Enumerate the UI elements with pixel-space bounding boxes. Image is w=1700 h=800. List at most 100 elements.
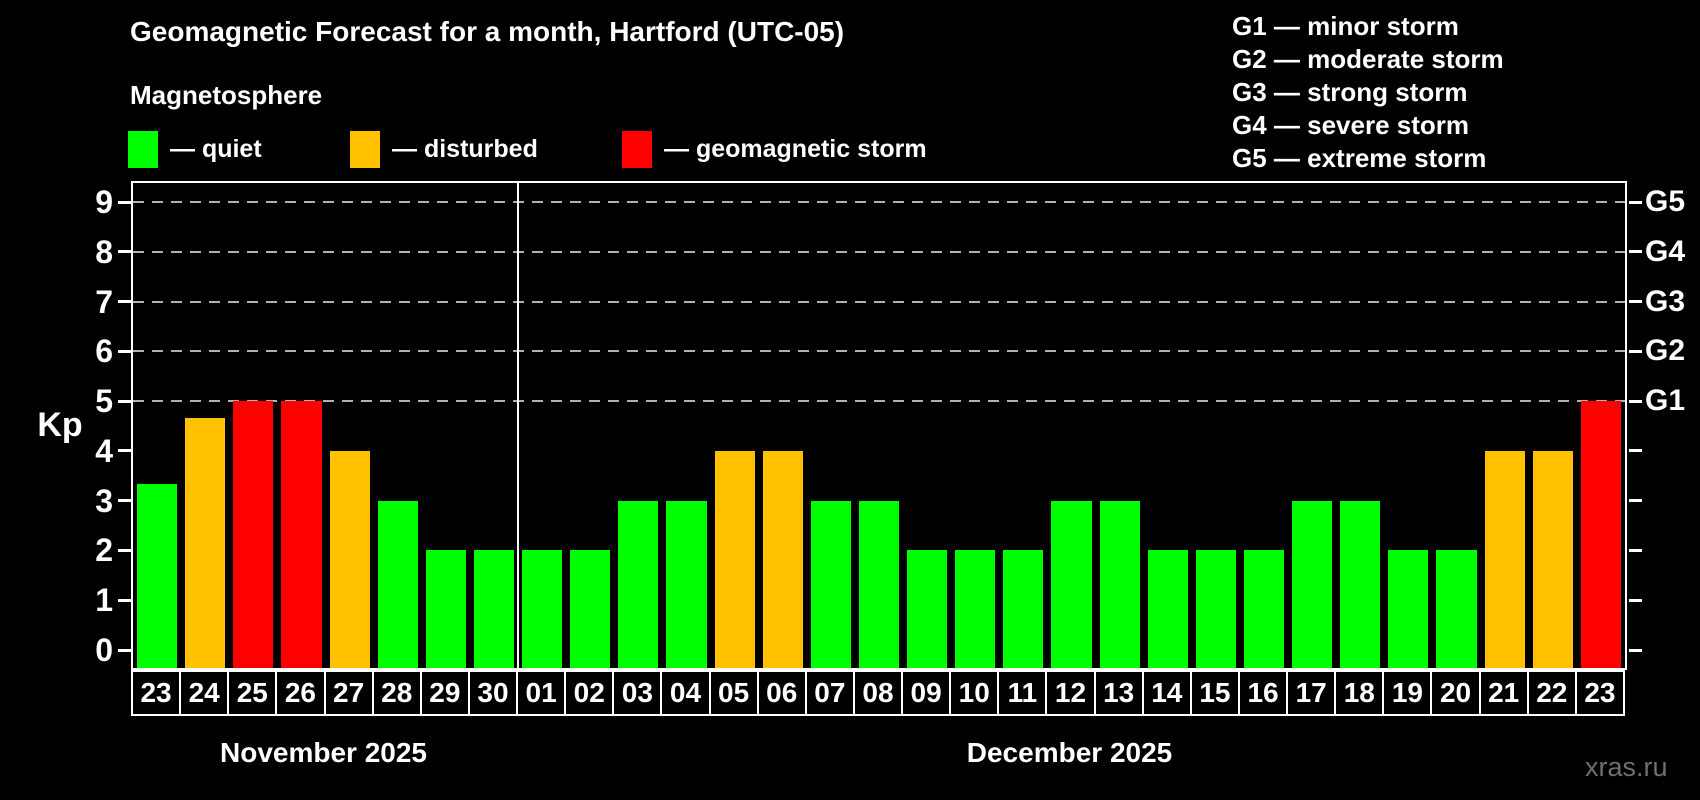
y-axis-tick — [118, 250, 131, 254]
y-axis-label: 6 — [95, 333, 113, 370]
kp-bar — [1099, 500, 1140, 668]
kp-bar — [666, 500, 707, 668]
kp-bar — [137, 484, 178, 668]
month-label-november: November 2025 — [220, 737, 428, 768]
kp-bar — [1532, 450, 1573, 668]
month-separator — [517, 183, 520, 668]
y-axis-tick — [118, 449, 131, 453]
day-box: 21 — [1478, 670, 1529, 716]
g-scale-line-g2: G2 — moderate storm — [1232, 44, 1504, 74]
day-box: 18 — [1334, 670, 1385, 716]
g-axis-tick — [1629, 349, 1642, 353]
legend-item-disturbed: — disturbed — [350, 131, 538, 168]
g-axis-label-g5: G5 — [1645, 185, 1686, 218]
day-axis: 23 24 25 26 27 28 29 30 01 02 03 04 05 06 07 08 09 10 11 12… — [131, 670, 1631, 716]
g-scale-line-g4: G4 — severe storm — [1232, 110, 1470, 140]
y-axis-tick — [118, 499, 131, 503]
y-axis-tick — [118, 598, 131, 602]
day-box: 01 — [516, 670, 567, 716]
kp-bar — [522, 550, 563, 668]
kp-bar — [810, 500, 851, 668]
y-axis-tick — [118, 349, 131, 353]
day-box: 07 — [804, 670, 855, 716]
legend-item-label: — geomagnetic storm — [664, 135, 927, 163]
kp-axis-title: Kp — [37, 406, 83, 444]
g-scale-line-g1: G1 — minor storm — [1232, 11, 1459, 41]
day-box: 15 — [1189, 670, 1240, 716]
day-box: 25 — [227, 670, 278, 716]
y-axis-label: 4 — [95, 432, 113, 469]
day-box: 19 — [1382, 670, 1433, 716]
day-box: 04 — [660, 670, 711, 716]
kp-bar — [377, 500, 418, 668]
day-box: 05 — [708, 670, 759, 716]
kp-bar — [281, 401, 322, 668]
kp-bar — [858, 500, 900, 668]
day-box: 12 — [1045, 670, 1096, 716]
day-box: 23 — [1574, 670, 1625, 716]
day-box: 11 — [997, 670, 1048, 716]
y-axis-label: 3 — [95, 482, 113, 519]
kp-bar — [473, 550, 515, 668]
y-axis-tick — [118, 548, 131, 552]
kp-bar — [1051, 500, 1092, 668]
kp-bar — [1580, 401, 1621, 668]
g-scale-line-g5: G5 — extreme storm — [1232, 143, 1487, 173]
day-box: 08 — [852, 670, 904, 716]
kp-bar — [762, 450, 803, 668]
g-scale-line-g3: G3 — strong storm — [1232, 77, 1468, 107]
gridline-kp9 — [133, 201, 1625, 203]
legend-item-label: — disturbed — [392, 135, 538, 163]
kp-bar — [1243, 550, 1285, 668]
g-scale-legend: G1 — minor storm G2 — moderate storm G3 … — [1232, 10, 1504, 175]
y-axis-tick — [118, 200, 131, 204]
kp-bar — [1388, 550, 1429, 668]
kp-bar — [233, 401, 274, 668]
g-axis-label-g3: G3 — [1645, 284, 1686, 318]
day-box: 02 — [564, 670, 615, 716]
kp-bar — [1340, 500, 1381, 668]
legend-item-storm: — geomagnetic storm — [622, 131, 927, 168]
kp-bar — [425, 550, 466, 668]
kp-bar — [1003, 550, 1044, 668]
day-box: 26 — [275, 670, 326, 716]
day-box: 20 — [1430, 670, 1481, 716]
kp-bar — [185, 417, 226, 668]
kp-bar — [1484, 450, 1525, 668]
kp-bar — [618, 500, 659, 668]
kp-bar — [1195, 550, 1236, 668]
day-box: 30 — [467, 670, 519, 716]
g-axis-tick — [1629, 548, 1642, 552]
kp-bar — [329, 450, 370, 668]
month-label-december: December 2025 — [966, 737, 1173, 768]
g-axis-tick — [1629, 200, 1642, 204]
day-box: 13 — [1093, 670, 1144, 716]
watermark: xras.ru — [1585, 752, 1668, 782]
g-axis-tick — [1629, 648, 1642, 652]
kp-bar — [570, 550, 611, 668]
y-axis-label: 1 — [95, 582, 113, 619]
day-box: 28 — [371, 670, 422, 716]
day-box: 10 — [949, 670, 1000, 716]
kp-bar — [907, 550, 948, 668]
day-box: 16 — [1237, 670, 1289, 716]
g-axis-tick — [1629, 250, 1642, 254]
day-box: 27 — [323, 670, 374, 716]
g-axis-label-g1: G1 — [1645, 384, 1686, 418]
disturbed-swatch-icon — [350, 131, 380, 168]
day-box: 03 — [612, 670, 663, 716]
g-axis-tick — [1629, 300, 1642, 304]
day-box: 23 — [131, 670, 182, 716]
day-box: 22 — [1526, 670, 1577, 716]
g-axis-tick — [1629, 449, 1642, 453]
kp-bar — [955, 550, 996, 668]
day-box: 29 — [419, 670, 470, 716]
g-axis-tick — [1629, 499, 1642, 503]
chart-title: Geomagnetic Forecast for a month, Hartfo… — [130, 16, 845, 47]
kp-bar — [1292, 500, 1333, 668]
y-axis-label: 2 — [95, 532, 113, 569]
plot-frame: 0 1 2 3 4 5 6 7 8 9 G1 G2 G3 G4 G5 — [95, 181, 1685, 670]
gridline-kp7 — [133, 300, 1625, 303]
kp-bar — [714, 450, 755, 668]
kp-bar — [1147, 550, 1188, 668]
